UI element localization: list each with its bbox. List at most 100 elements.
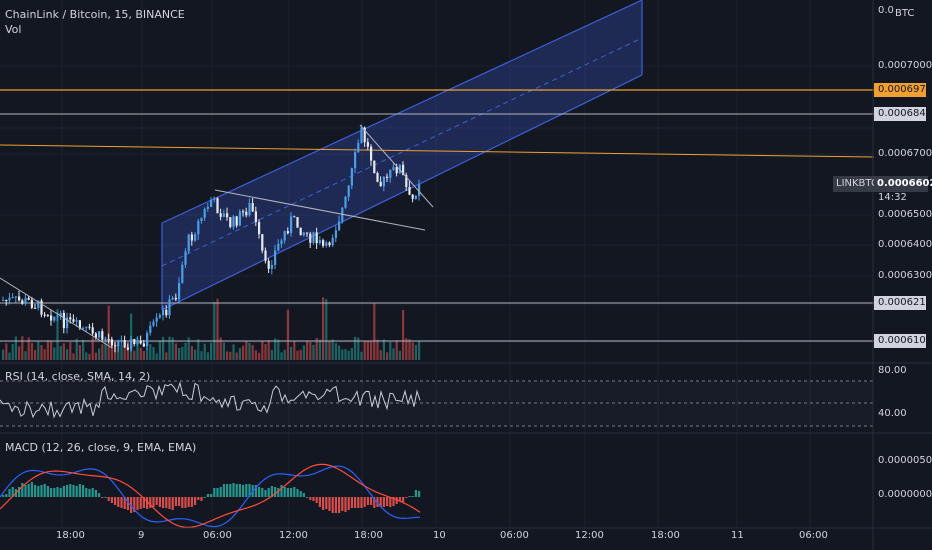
volume-bar	[30, 343, 33, 360]
macd-histogram-bar	[46, 486, 49, 497]
candle-body	[222, 213, 225, 217]
horizontal-levels[interactable]	[0, 89, 875, 342]
candle-body	[62, 312, 65, 329]
candle-body	[200, 217, 203, 221]
macd-histogram-bar	[389, 497, 392, 507]
candle-body	[75, 320, 78, 322]
candle-body	[190, 234, 193, 241]
volume-bar	[146, 348, 149, 360]
macd-histogram-bar	[373, 497, 376, 508]
candle-body	[373, 160, 376, 174]
trendlines[interactable]	[0, 124, 434, 349]
macd-histogram-bar	[366, 497, 369, 505]
macd-histogram-bar	[88, 489, 91, 497]
macd-histogram-bar	[290, 488, 293, 497]
volume-bar	[248, 342, 251, 360]
volume-bar	[69, 342, 72, 360]
volume-bar	[386, 352, 389, 360]
candle-body	[88, 326, 91, 328]
channel-median	[161, 37, 643, 267]
candle-body	[213, 198, 216, 200]
candle-body	[91, 327, 94, 334]
candle-body	[398, 164, 401, 174]
volume-bars	[2, 297, 421, 360]
macd-histogram-bar	[254, 485, 257, 497]
candle-body	[280, 240, 283, 244]
volume-bar	[232, 344, 235, 360]
macd-histogram-bar	[120, 497, 123, 508]
volume-bar	[350, 348, 353, 360]
volume-bar	[414, 344, 417, 360]
rsi-label[interactable]: RSI (14, close, SMA, 14, 2)	[5, 370, 151, 383]
trendline	[0, 277, 113, 349]
candle-body	[363, 127, 366, 143]
macd-histogram-bar	[283, 487, 286, 497]
macd-histogram-bar	[411, 496, 414, 497]
level-label-2[interactable]: 0.0006214	[874, 296, 932, 310]
candle-body	[219, 213, 222, 217]
current-price-label: 0.0006602	[874, 176, 932, 192]
macd-histogram-bar	[91, 488, 94, 497]
macd-histogram-bar	[293, 487, 296, 497]
volume-bar	[136, 337, 139, 360]
volume-bar	[206, 352, 209, 360]
volume-bar	[315, 337, 318, 360]
volume-bar	[318, 339, 321, 360]
candle-body	[14, 296, 17, 298]
level-label-1[interactable]: 0.0006841	[874, 107, 932, 121]
macd-histogram-bar	[59, 488, 62, 497]
candle-body	[114, 345, 117, 347]
candle-body	[360, 127, 363, 144]
candle-body	[40, 300, 43, 315]
volume-bar	[149, 344, 152, 360]
level-label-orange[interactable]: 0.0006975	[874, 83, 932, 97]
macd-histogram-bar	[2, 495, 5, 497]
volume-bar	[139, 347, 142, 360]
macd-histogram-bar	[117, 497, 120, 507]
candle-body	[293, 216, 296, 218]
candle-body	[283, 231, 286, 241]
candle-body	[194, 234, 197, 241]
volume-bar	[107, 305, 110, 360]
macd-histogram-bar	[306, 497, 309, 498]
macd-histogram-bar	[82, 485, 85, 497]
volume-bar	[261, 340, 264, 360]
macd-histogram-bar	[43, 484, 46, 497]
macd-histogram-bar	[302, 493, 305, 497]
volume-bar	[187, 337, 190, 360]
volume-bar	[290, 346, 293, 360]
macd-histogram-bar	[101, 497, 104, 498]
volume-bar	[72, 353, 75, 360]
volume-bar	[152, 346, 155, 360]
macd-label[interactable]: MACD (12, 26, close, 9, EMA, EMA)	[5, 441, 197, 454]
ticker-badge: LINKBTC	[833, 176, 881, 192]
volume-bar	[59, 346, 62, 360]
candle-body	[274, 250, 277, 265]
candle-body	[338, 221, 341, 231]
macd-histogram-bar	[261, 488, 264, 497]
macd-histogram-bar	[107, 497, 110, 501]
candle-body	[66, 317, 69, 329]
candle-body	[376, 173, 379, 182]
candle-body	[53, 316, 56, 321]
volume-bar	[347, 350, 350, 360]
macd-histogram-bar	[354, 497, 357, 508]
candle-body	[405, 175, 408, 187]
time-label: 11	[731, 530, 744, 541]
volume-bar	[302, 345, 305, 360]
signal-line	[0, 463, 421, 528]
volume-bar	[190, 346, 193, 360]
candle-body	[133, 339, 136, 345]
regression-channel[interactable]	[161, 0, 643, 311]
axis-tick-3: 0.0006400	[878, 239, 932, 250]
macd-histogram-bar	[350, 497, 353, 508]
level-label-3[interactable]: 0.0006100	[874, 334, 932, 348]
time-label: 12:00	[279, 530, 308, 541]
macd-histogram-bar	[56, 487, 59, 497]
candle-body	[146, 332, 149, 347]
macd-histogram-bar	[338, 497, 341, 513]
volume-bar	[405, 338, 408, 360]
macd-histogram-bar	[178, 497, 181, 506]
volume-bar	[306, 341, 309, 360]
